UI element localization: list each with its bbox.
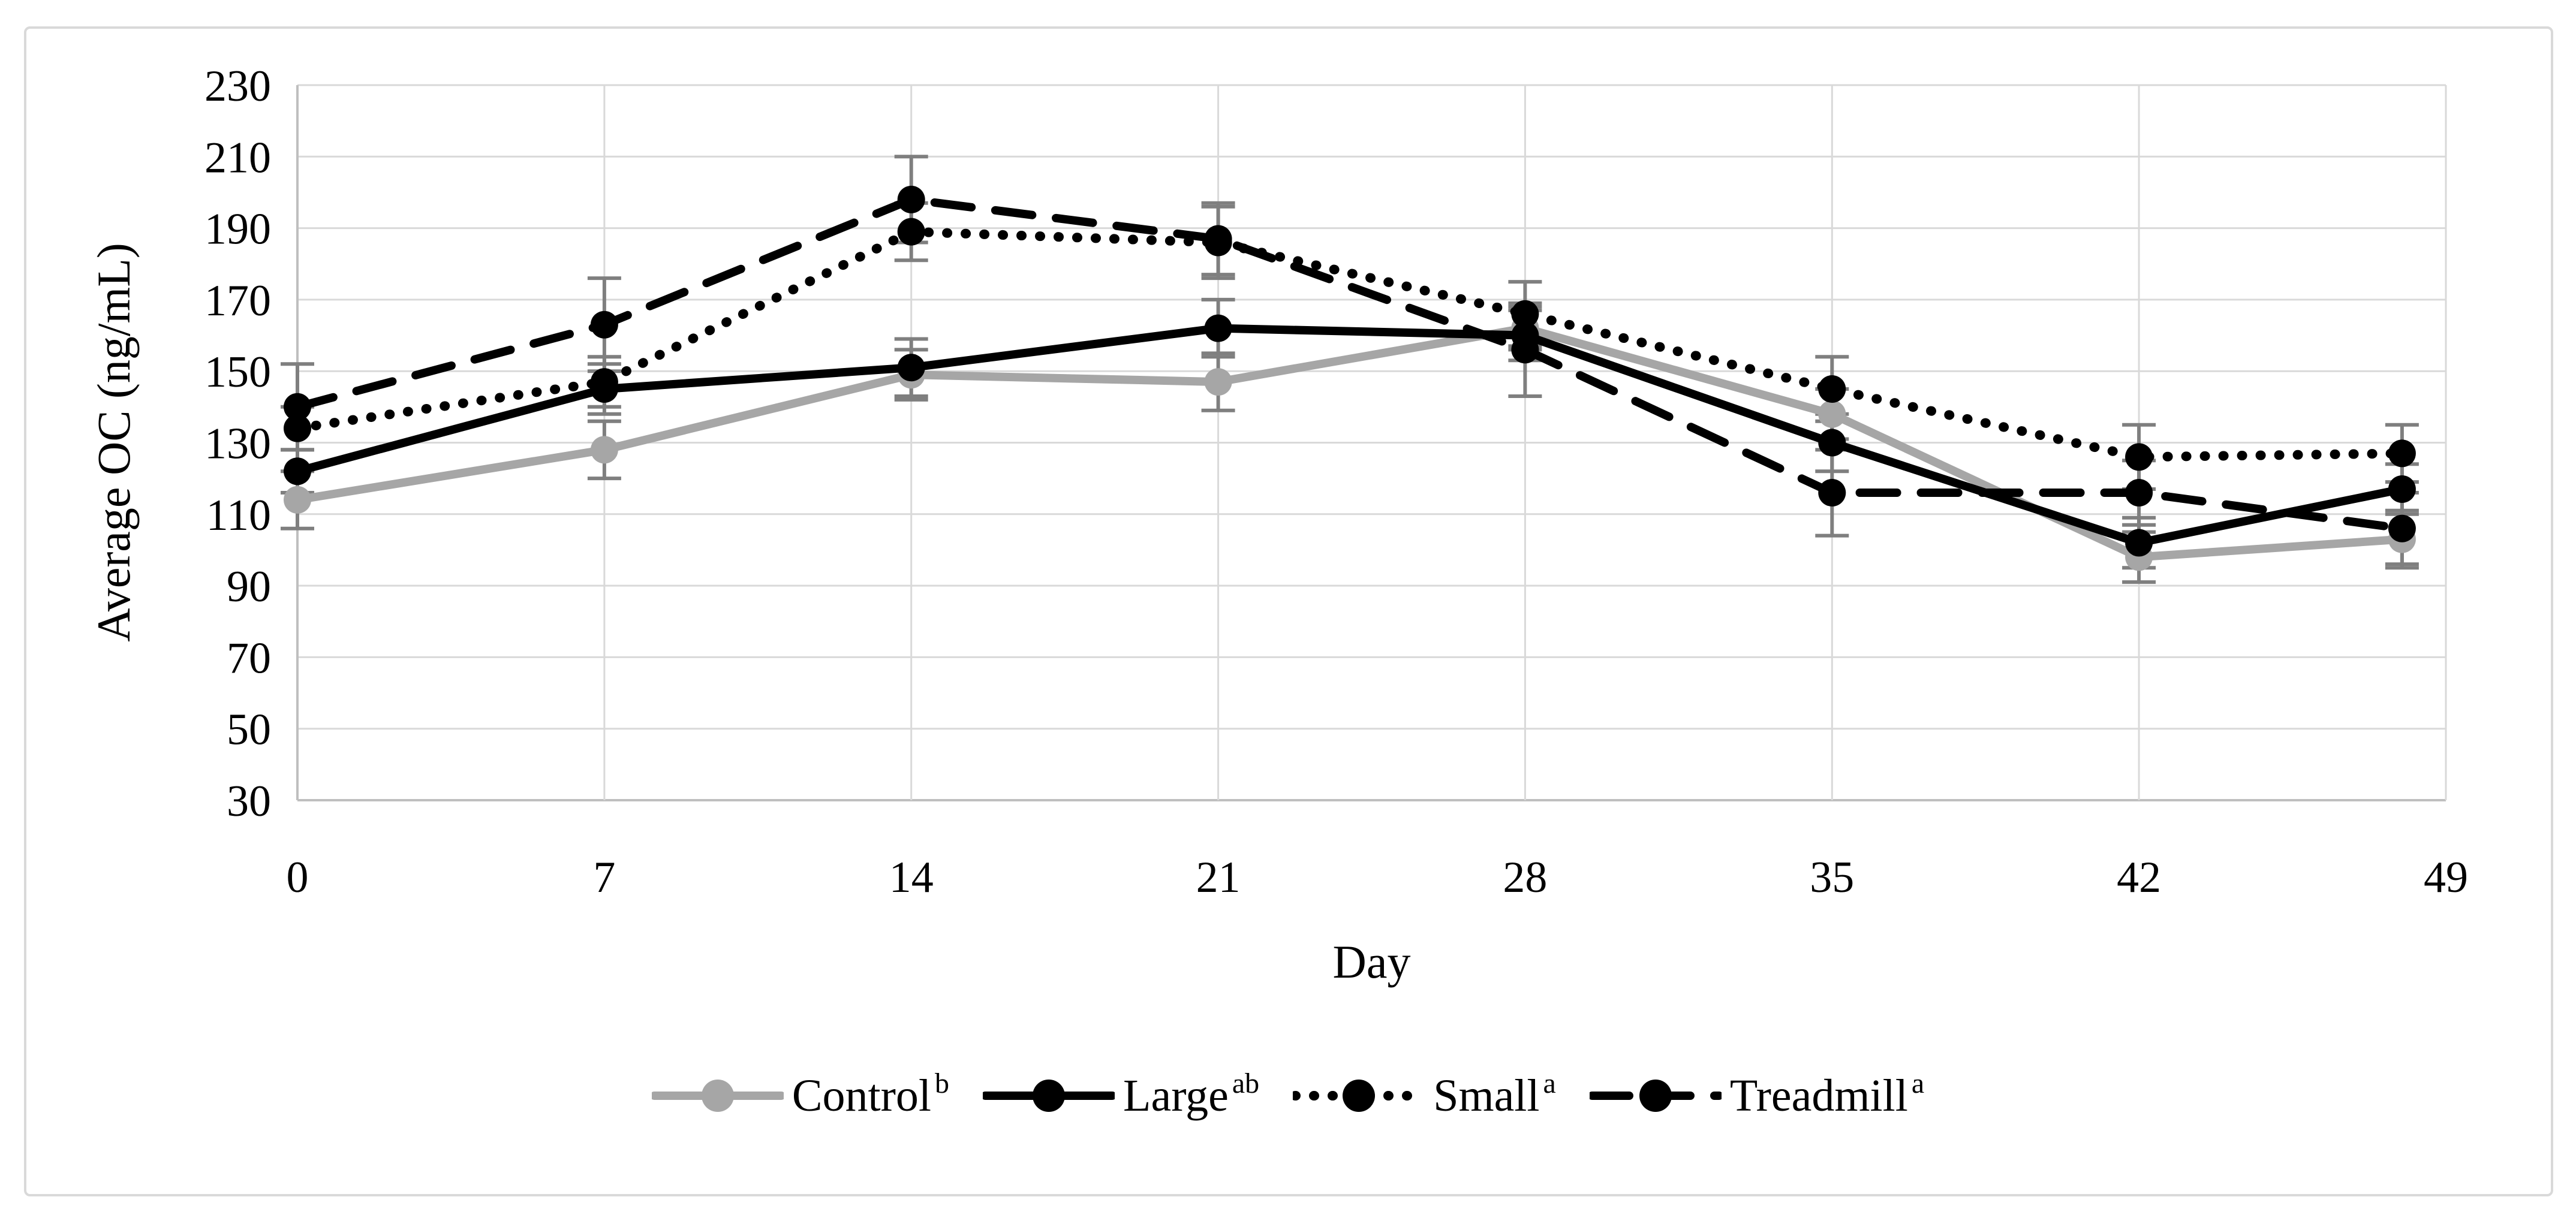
svg-text:230: 230 — [204, 62, 271, 111]
treadmill-series-key-icon — [1589, 1080, 1722, 1112]
svg-text:130: 130 — [204, 420, 271, 469]
legend-sup-control: b — [935, 1068, 950, 1099]
svg-text:190: 190 — [204, 205, 271, 254]
large-series-key-icon — [983, 1080, 1115, 1112]
svg-text:0: 0 — [287, 853, 309, 902]
control-series-key-icon — [651, 1080, 784, 1112]
legend-label-large: Large ab — [1123, 1068, 1260, 1121]
legend-item-control: Control b — [651, 1068, 950, 1121]
legend-item-large: Large ab — [983, 1068, 1260, 1121]
svg-text:110: 110 — [206, 491, 271, 540]
svg-text:49: 49 — [2424, 853, 2468, 902]
svg-text:7: 7 — [593, 853, 615, 902]
svg-text:21: 21 — [1196, 853, 1241, 902]
svg-text:14: 14 — [889, 853, 934, 902]
legend: Control b Large ab Small a Treadmill a — [0, 1068, 2576, 1121]
svg-text:50: 50 — [227, 705, 271, 755]
legend-item-treadmill: Treadmill a — [1589, 1068, 1925, 1121]
legend-sup-large: ab — [1232, 1068, 1260, 1099]
small-series-key-icon — [1293, 1080, 1425, 1112]
svg-text:28: 28 — [1503, 853, 1547, 902]
svg-text:210: 210 — [204, 133, 271, 182]
legend-sup-treadmill: a — [1911, 1068, 1925, 1099]
legend-item-small: Small a — [1293, 1068, 1556, 1121]
legend-label-treadmill: Treadmill a — [1729, 1068, 1925, 1121]
y-axis-title: Average OC (ng/mL) — [88, 243, 140, 642]
svg-text:30: 30 — [227, 777, 271, 826]
legend-label-small: Small a — [1433, 1068, 1556, 1121]
svg-text:42: 42 — [2117, 853, 2161, 902]
series-treadmill — [284, 185, 2416, 542]
svg-text:150: 150 — [204, 348, 271, 397]
series-large — [284, 314, 2416, 557]
x-axis-title: Day — [1332, 936, 1411, 988]
y-tick-labels: 230 210 190 170 150 130 110 90 70 50 30 — [204, 62, 271, 826]
legend-sup-small: a — [1543, 1068, 1556, 1099]
svg-text:35: 35 — [1810, 853, 1854, 902]
x-tick-labels: 0 7 14 21 28 35 42 49 — [287, 853, 2469, 902]
figure-border — [24, 26, 2553, 1196]
svg-text:90: 90 — [227, 562, 271, 611]
series-small — [284, 218, 2416, 471]
svg-text:170: 170 — [204, 276, 271, 325]
svg-text:70: 70 — [227, 634, 271, 683]
legend-label-control: Control b — [792, 1068, 950, 1121]
